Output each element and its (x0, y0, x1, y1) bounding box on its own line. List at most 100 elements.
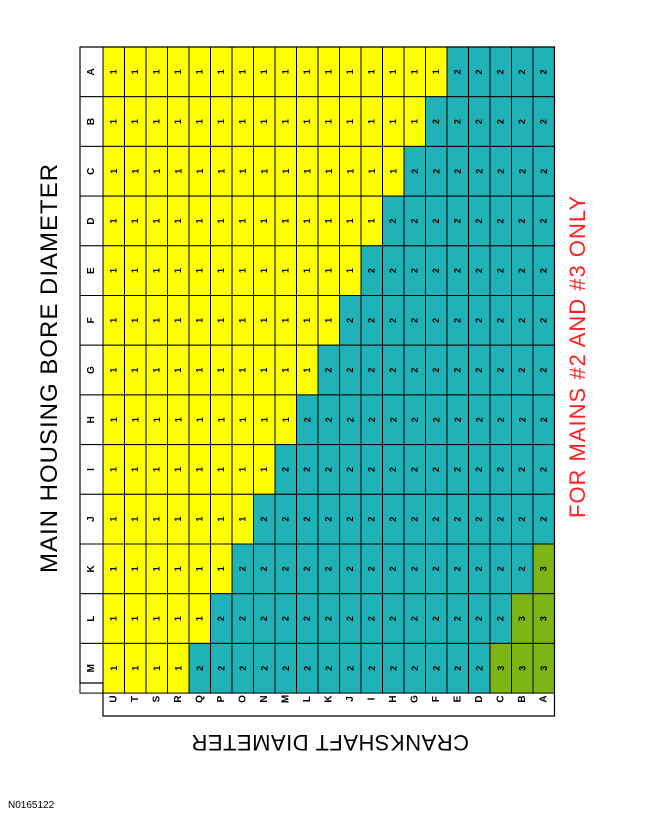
grade-value: 2 (496, 616, 506, 621)
grade-value: 1 (173, 566, 183, 571)
grade-value: 1 (195, 517, 205, 522)
grade-value: 1 (109, 616, 119, 621)
grade-value: 1 (195, 417, 205, 422)
grade-value: 2 (517, 467, 527, 472)
bore-letter: C (86, 168, 97, 175)
grade-value: 3 (539, 616, 549, 621)
grade-value: 1 (345, 119, 355, 124)
grade-value: 1 (216, 169, 226, 174)
grade-value: 2 (410, 616, 420, 621)
grade-value: 2 (388, 268, 398, 273)
crank-letter: M (280, 695, 291, 703)
grade-value: 2 (259, 517, 269, 522)
crank-letter: A (538, 695, 549, 702)
grade-value: 1 (324, 169, 334, 174)
grade-value: 2 (517, 268, 527, 273)
grade-value: 1 (238, 169, 248, 174)
bore-letter: H (86, 416, 97, 423)
grade-value: 1 (109, 318, 119, 323)
grade-value: 1 (367, 218, 377, 223)
grade-value: 2 (453, 417, 463, 422)
grade-value: 1 (130, 517, 140, 522)
grade-value: 1 (216, 566, 226, 571)
grade-value: 2 (517, 169, 527, 174)
grade-value: 1 (281, 368, 291, 373)
grade-value: 2 (302, 566, 312, 571)
grade-value: 1 (238, 268, 248, 273)
grade-value: 1 (216, 268, 226, 273)
grade-value: 1 (173, 318, 183, 323)
grade-value: 2 (410, 368, 420, 373)
grade-value: 2 (496, 169, 506, 174)
grade-value: 1 (195, 616, 205, 621)
grade-value: 1 (238, 69, 248, 74)
grade-value: 2 (474, 69, 484, 74)
grade-value: 1 (130, 318, 140, 323)
grade-value: 1 (109, 119, 119, 124)
grade-value: 1 (173, 69, 183, 74)
grade-value: 3 (539, 566, 549, 571)
grade-value: 1 (130, 119, 140, 124)
grade-value: 2 (410, 268, 420, 273)
grade-value: 1 (259, 368, 269, 373)
grade-value: 1 (259, 467, 269, 472)
grade-value: 2 (517, 417, 527, 422)
grade-value: 3 (539, 666, 549, 671)
grade-value: 2 (496, 566, 506, 571)
bore-letter: J (86, 516, 97, 522)
grade-value: 2 (238, 666, 248, 671)
grade-value: 2 (453, 666, 463, 671)
grade-value: 2 (474, 169, 484, 174)
grade-value: 2 (410, 218, 420, 223)
grade-value: 2 (324, 517, 334, 522)
grade-value: 2 (431, 517, 441, 522)
grade-value: 2 (388, 417, 398, 422)
bore-letter: F (86, 317, 97, 323)
grade-value: 1 (195, 467, 205, 472)
grade-value: 1 (367, 169, 377, 174)
grade-value: 2 (474, 566, 484, 571)
crank-letter: N (259, 695, 270, 702)
grade-value: 1 (324, 268, 334, 273)
grade-value: 2 (431, 368, 441, 373)
grade-value: 2 (302, 467, 312, 472)
grade-value: 1 (130, 169, 140, 174)
grade-value: 1 (109, 566, 119, 571)
grade-value: 2 (431, 268, 441, 273)
grade-value: 2 (431, 417, 441, 422)
grade-value: 1 (281, 69, 291, 74)
grade-value: 1 (216, 318, 226, 323)
grade-value: 1 (130, 666, 140, 671)
crank-letter: O (237, 695, 248, 703)
grade-value: 2 (431, 318, 441, 323)
grade-value: 2 (345, 517, 355, 522)
grade-value: 2 (517, 517, 527, 522)
grade-value: 1 (195, 218, 205, 223)
grade-value: 2 (302, 417, 312, 422)
crank-letter: B (517, 695, 528, 702)
grade-value: 2 (367, 318, 377, 323)
grade-value: 1 (152, 417, 162, 422)
grade-value: 2 (410, 169, 420, 174)
grade-value: 2 (431, 119, 441, 124)
grade-value: 2 (238, 616, 248, 621)
grade-value: 2 (539, 517, 549, 522)
bore-letter: K (86, 564, 97, 572)
grade-value: 1 (259, 218, 269, 223)
grade-value: 2 (474, 218, 484, 223)
grade-value: 1 (173, 666, 183, 671)
grade-value: 1 (324, 218, 334, 223)
grade-value: 2 (517, 368, 527, 373)
grade-value: 2 (281, 566, 291, 571)
grade-value: 2 (195, 666, 205, 671)
crank-letter: P (216, 695, 227, 702)
bore-letter: G (86, 366, 97, 374)
crankshaft-label: CRANKSHAFT DIAMETER (191, 730, 470, 755)
grade-value: 1 (367, 119, 377, 124)
grade-value: 1 (324, 119, 334, 124)
grade-value: 3 (496, 666, 506, 671)
grade-value: 1 (173, 368, 183, 373)
grade-value: 2 (281, 517, 291, 522)
grade-value: 2 (453, 616, 463, 621)
